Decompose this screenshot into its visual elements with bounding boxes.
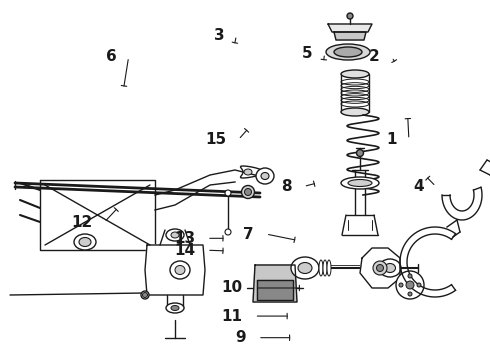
Ellipse shape bbox=[261, 172, 269, 180]
Ellipse shape bbox=[298, 262, 312, 274]
Ellipse shape bbox=[327, 260, 331, 276]
Ellipse shape bbox=[171, 306, 179, 310]
Polygon shape bbox=[145, 245, 205, 295]
Ellipse shape bbox=[357, 149, 364, 157]
Text: 9: 9 bbox=[235, 330, 246, 345]
Text: 11: 11 bbox=[221, 309, 243, 324]
Polygon shape bbox=[334, 32, 366, 40]
Ellipse shape bbox=[319, 260, 323, 276]
Ellipse shape bbox=[166, 303, 184, 313]
Ellipse shape bbox=[323, 260, 327, 276]
Ellipse shape bbox=[170, 261, 190, 279]
Ellipse shape bbox=[373, 261, 387, 275]
Ellipse shape bbox=[244, 169, 252, 175]
Ellipse shape bbox=[242, 185, 254, 198]
Ellipse shape bbox=[79, 238, 91, 247]
Ellipse shape bbox=[376, 265, 384, 271]
Ellipse shape bbox=[166, 229, 184, 241]
Text: 10: 10 bbox=[221, 280, 243, 296]
Text: 8: 8 bbox=[281, 179, 292, 194]
Ellipse shape bbox=[225, 190, 231, 196]
Ellipse shape bbox=[141, 291, 149, 299]
Ellipse shape bbox=[396, 271, 424, 299]
Text: 15: 15 bbox=[205, 132, 226, 147]
Polygon shape bbox=[257, 280, 293, 300]
Ellipse shape bbox=[417, 283, 421, 287]
Ellipse shape bbox=[408, 292, 412, 296]
Ellipse shape bbox=[175, 266, 185, 274]
Text: 2: 2 bbox=[369, 49, 380, 64]
Ellipse shape bbox=[347, 13, 353, 19]
Ellipse shape bbox=[341, 177, 379, 189]
Ellipse shape bbox=[225, 229, 231, 235]
Text: 1: 1 bbox=[387, 132, 397, 147]
Ellipse shape bbox=[291, 257, 319, 279]
Ellipse shape bbox=[406, 281, 414, 289]
Text: 13: 13 bbox=[174, 231, 195, 246]
Ellipse shape bbox=[379, 259, 401, 277]
Text: 7: 7 bbox=[243, 226, 254, 242]
Text: 14: 14 bbox=[174, 243, 195, 258]
Text: 3: 3 bbox=[214, 28, 224, 43]
Polygon shape bbox=[360, 248, 400, 288]
Text: 4: 4 bbox=[413, 179, 424, 194]
Ellipse shape bbox=[334, 47, 362, 57]
Ellipse shape bbox=[326, 44, 370, 60]
Ellipse shape bbox=[385, 264, 395, 273]
Ellipse shape bbox=[341, 70, 369, 78]
Ellipse shape bbox=[399, 283, 403, 287]
Ellipse shape bbox=[408, 274, 412, 278]
Text: 12: 12 bbox=[71, 215, 92, 230]
Ellipse shape bbox=[74, 234, 96, 250]
Polygon shape bbox=[253, 265, 297, 302]
Ellipse shape bbox=[341, 108, 369, 116]
Text: 5: 5 bbox=[302, 46, 313, 61]
Ellipse shape bbox=[245, 189, 251, 195]
Ellipse shape bbox=[256, 168, 274, 184]
Ellipse shape bbox=[348, 180, 372, 186]
Ellipse shape bbox=[143, 292, 147, 297]
Text: 6: 6 bbox=[106, 49, 117, 64]
Ellipse shape bbox=[171, 232, 179, 238]
Polygon shape bbox=[328, 24, 372, 32]
Polygon shape bbox=[40, 180, 155, 250]
